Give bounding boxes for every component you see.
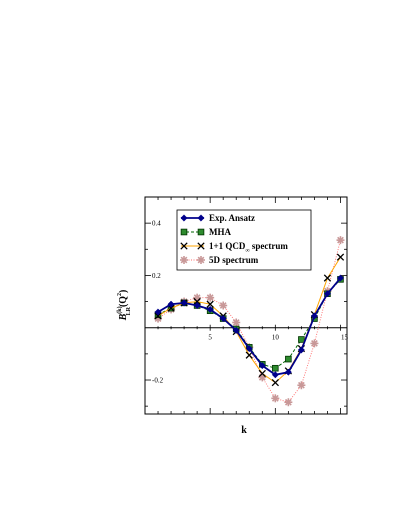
data-point [206,305,214,313]
data-point [154,312,162,320]
data-point [258,362,266,370]
legend-marker [180,242,188,250]
legend-marker [197,228,205,236]
data-point [167,300,175,308]
legend-label: MHA [209,227,231,237]
axis-layer: 5 10 15 -0.2 0.2 0.4 [145,196,349,414]
legend-label: 5D spectrum [209,255,259,265]
data-point [206,293,215,302]
data-point [323,274,332,282]
data-point [193,297,201,306]
legend-marker [197,256,205,264]
x-tick-label: 10 [272,334,280,342]
data-point [245,351,253,359]
data-point [298,336,305,343]
legend-marker [180,214,188,222]
data-point [310,312,318,320]
data-point [258,369,266,378]
data-point [336,274,345,282]
data-point [323,290,332,298]
data-point [258,373,267,382]
y-axis-label-arg-sup: 2 [117,293,123,296]
data-point [271,371,279,379]
data-point [336,253,345,261]
data-point [285,355,292,363]
data-point [180,299,188,307]
data-point [297,346,305,354]
legend-label: 1+1 QCD∞ spectrum [209,241,288,254]
y-axis-label: B(k) LR(Q2) [116,290,132,322]
data-point [336,236,345,245]
y-axis-label-main: B [118,313,129,321]
plot-frame [144,196,348,415]
series-layer [154,236,345,407]
y-axis-label-sup: (k) [116,306,123,313]
data-point [219,315,227,323]
x-tick-label: 15 [341,334,349,342]
y-tick-label: -0.2 [152,377,164,385]
y-axis-label-arg-end: ) [118,290,129,293]
x-tick-label: 5 [208,334,212,342]
legend-marker [197,214,205,222]
data-point [284,368,292,376]
data-point [154,308,162,316]
svg-text:B(k)LR(Q2): B(k) LR(Q2) [116,290,132,322]
data-point [232,318,241,327]
legend-label: Exp. Ansatz [209,213,255,223]
data-point [271,394,280,403]
y-axis-label-arg: (Q [118,296,129,307]
data-point [297,381,306,390]
legend-marker [180,228,188,236]
data-point [272,364,279,372]
data-point [232,326,240,334]
data-point [219,301,228,310]
data-point [193,301,201,310]
data-point [206,300,214,308]
data-point [271,378,279,387]
data-point [245,345,253,353]
legend-marker [197,242,205,250]
data-point [310,339,319,348]
x-axis-label: k [241,425,247,436]
y-axis-label-sub: LR [126,306,132,315]
data-point [193,293,202,302]
y-tick-label: 0.2 [152,272,161,280]
series-line [157,240,341,403]
data-point [284,398,293,407]
legend-marker [180,256,188,264]
y-tick-label: 0.4 [152,220,161,228]
